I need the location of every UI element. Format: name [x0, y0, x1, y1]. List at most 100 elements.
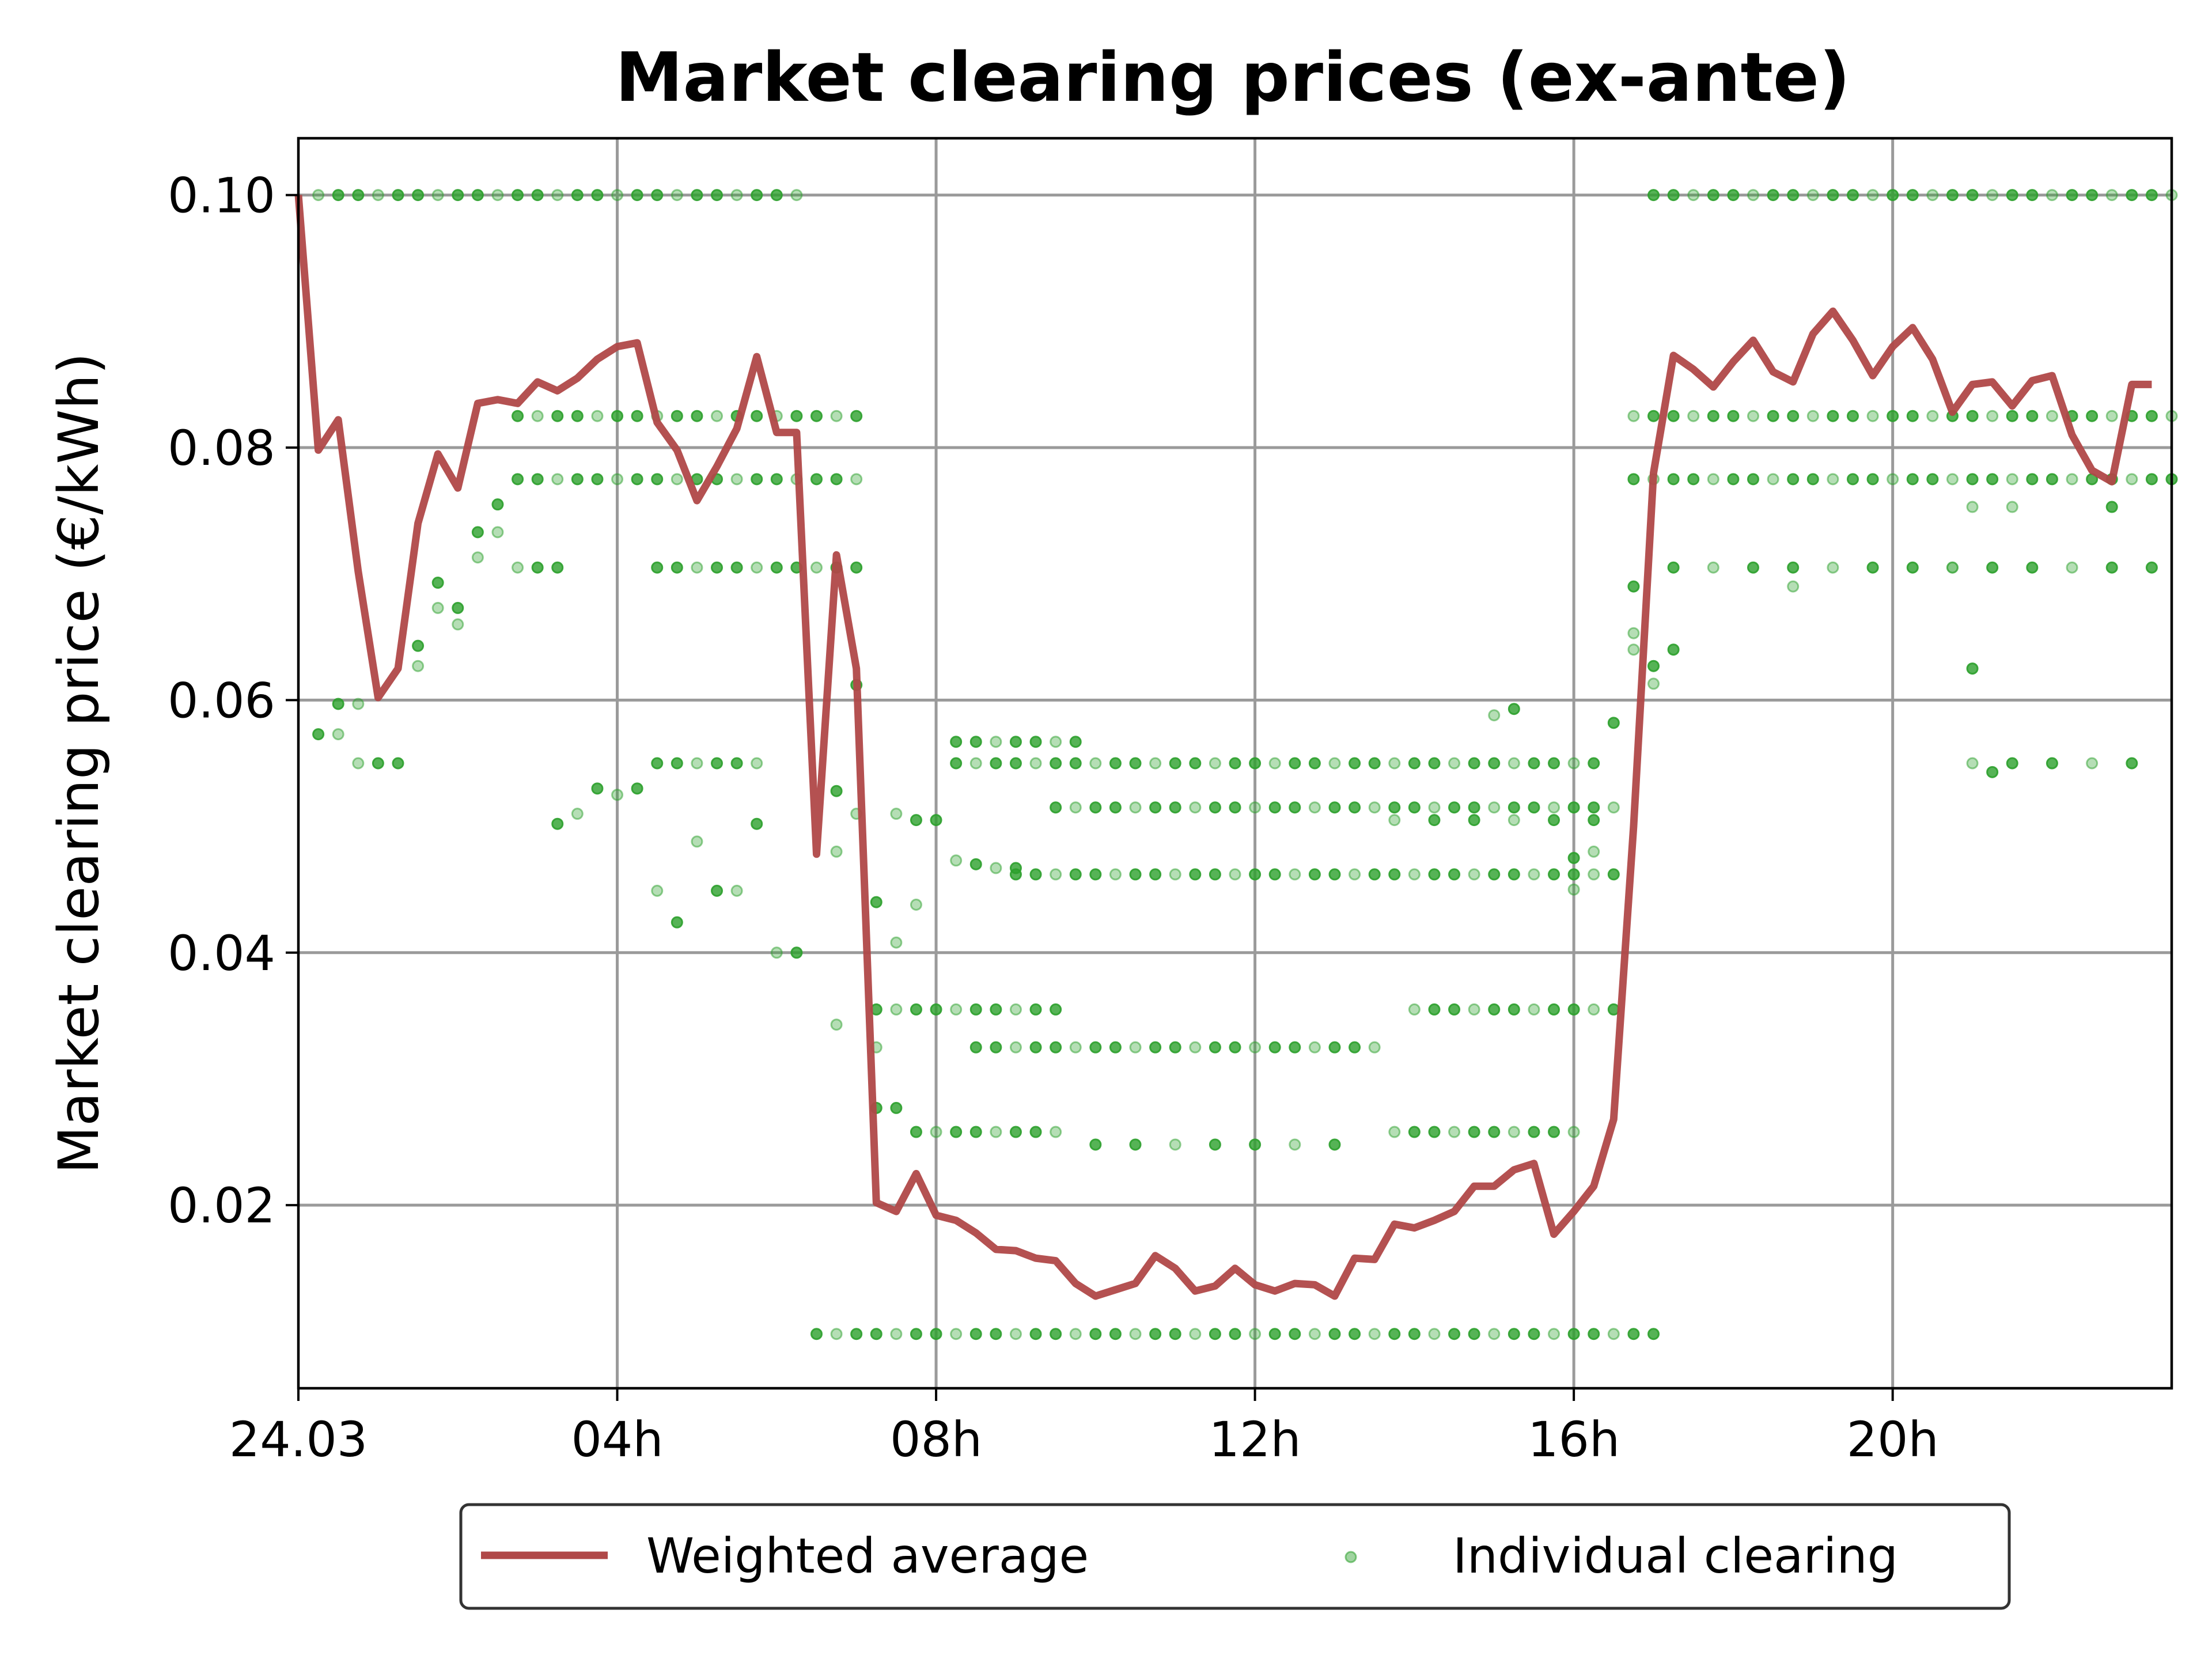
scatter-point [1986, 561, 1999, 574]
scatter-point [1029, 1003, 1042, 1016]
scatter-point [691, 757, 703, 770]
scatter-point [531, 410, 544, 422]
scatter-point [551, 561, 564, 574]
scatter-point [1428, 801, 1441, 814]
scatter-point [352, 189, 365, 202]
scatter-point [551, 817, 564, 830]
scatter-point [571, 410, 584, 422]
scatter-point [2006, 473, 2018, 486]
scatter-point [950, 1003, 963, 1016]
scatter-point [1349, 868, 1361, 881]
scatter-point [1827, 473, 1839, 486]
scatter-point [1767, 410, 1779, 422]
scatter-point [1289, 801, 1301, 814]
scatter-point [1209, 1041, 1221, 1054]
scatter-point [1866, 473, 1879, 486]
scatter-point [512, 410, 524, 422]
line-layer [294, 195, 2152, 1300]
scatter-point [969, 757, 982, 770]
scatter-point [1209, 757, 1221, 770]
scatter-point [790, 189, 803, 202]
scatter-point [1249, 868, 1262, 881]
scatter-point [1129, 801, 1142, 814]
scatter-point [1846, 410, 1859, 422]
scatter-point [1209, 1328, 1221, 1340]
scatter-point [1548, 814, 1560, 827]
scatter-point [1029, 868, 1042, 881]
scatter-point [452, 618, 464, 631]
scatter-point [1169, 1041, 1181, 1054]
scatter-point [1747, 410, 1759, 422]
scatter-point [1528, 1003, 1540, 1016]
scatter-point [730, 189, 743, 202]
scatter-point [412, 639, 425, 652]
scatter-point [1588, 868, 1600, 881]
scatter-point [910, 1003, 922, 1016]
scatter-point [890, 1003, 903, 1016]
scatter-point [1588, 757, 1600, 770]
scatter-point [1368, 1328, 1381, 1340]
scatter-point [1647, 189, 1660, 202]
scatter-point [950, 1126, 963, 1138]
scatter-point [1388, 1328, 1401, 1340]
scatter-point [2006, 757, 2018, 770]
scatter-point [1129, 757, 1142, 770]
scatter-point [2026, 410, 2039, 422]
scatter-point [611, 410, 624, 422]
scatter-point [1268, 1041, 1281, 1054]
scatter-point [770, 946, 783, 959]
scatter-point [1667, 643, 1680, 656]
scatter-point [531, 561, 544, 574]
scatter-point [571, 808, 584, 820]
scatter-point [1089, 1138, 1102, 1151]
chart-title: Market clearing prices (ex-ante) [615, 37, 1850, 117]
scatter-point [571, 473, 584, 486]
x-tick-label: 08h [890, 1411, 982, 1468]
scatter-point [1009, 1126, 1022, 1138]
scatter-point [1508, 814, 1520, 827]
scatter-point [790, 946, 803, 959]
scatter-point [950, 1328, 963, 1340]
scatter-point [1567, 868, 1580, 881]
scatter-point [1349, 1041, 1361, 1054]
scatter-point [431, 577, 444, 589]
scatter-point [1388, 814, 1401, 827]
scatter-point [1149, 757, 1162, 770]
scatter-point [1528, 801, 1540, 814]
legend-label-weighted-average: Weighted average [646, 1528, 1089, 1584]
scatter-point [1846, 473, 1859, 486]
scatter-point [431, 601, 444, 614]
scatter-point [1368, 868, 1381, 881]
scatter-point [1229, 1041, 1241, 1054]
scatter-point [1567, 1328, 1580, 1340]
scatter-point [1289, 868, 1301, 881]
scatter-point [1567, 883, 1580, 896]
scatter-point [1508, 703, 1520, 715]
scatter-point [1368, 757, 1381, 770]
scatter-point [1488, 1126, 1501, 1138]
scatter-point [1627, 410, 1640, 422]
scatter-point [1109, 801, 1122, 814]
scatter-point [1647, 660, 1660, 672]
scatter-point [1508, 801, 1520, 814]
scatter-point [1787, 410, 1800, 422]
scatter-point [1069, 868, 1082, 881]
scatter-point [1607, 1328, 1620, 1340]
scatter-point [850, 410, 863, 422]
scatter-point [730, 473, 743, 486]
scatter-point [1806, 410, 1819, 422]
scatter-point [910, 814, 922, 827]
scatter-point [1966, 662, 1979, 675]
scatter-point [730, 884, 743, 897]
scatter-point [1169, 801, 1181, 814]
scatter-point [1707, 189, 1719, 202]
scatter-point [1209, 801, 1221, 814]
scatter-point [810, 1328, 823, 1340]
scatter-point [770, 473, 783, 486]
scatter-point [1806, 473, 1819, 486]
scatter-point [512, 189, 524, 202]
scatter-point [1009, 736, 1022, 748]
scatter-point [1468, 814, 1480, 827]
scatter-point [1588, 845, 1600, 858]
scatter-point [1328, 801, 1341, 814]
